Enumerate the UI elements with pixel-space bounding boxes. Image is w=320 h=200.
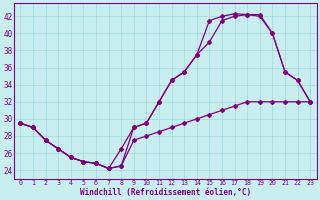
X-axis label: Windchill (Refroidissement éolien,°C): Windchill (Refroidissement éolien,°C)	[80, 188, 251, 197]
